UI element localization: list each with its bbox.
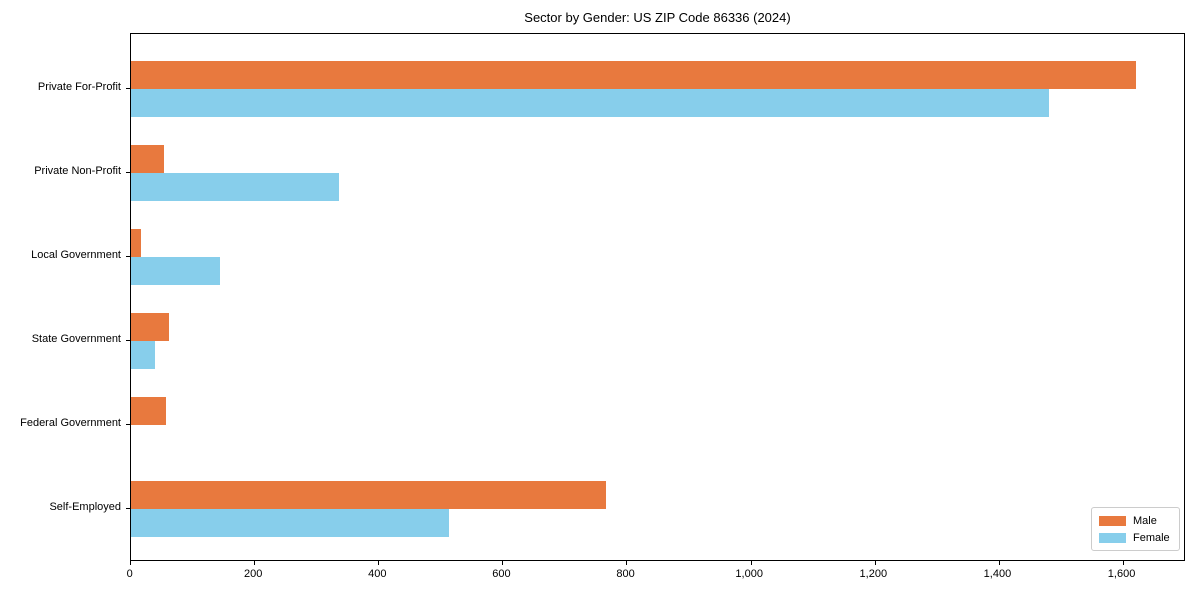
- y-tick-mark: [126, 423, 130, 425]
- x-tick-mark: [1122, 561, 1124, 565]
- y-tick-mark: [126, 339, 130, 341]
- x-tick-label-200: 200: [244, 568, 263, 580]
- x-tick-label-1200: 1,200: [859, 568, 888, 580]
- bar-female-private-for-profit: [131, 89, 1050, 117]
- legend-label-female: Female: [1133, 531, 1170, 544]
- y-tick-label-private-non-profit: Private Non-Profit: [34, 164, 121, 177]
- x-tick-mark: [998, 561, 1000, 565]
- bar-female-state-government: [131, 340, 155, 369]
- bar-male-private-for-profit: [131, 61, 1137, 89]
- y-tick-label-local-government: Local Government: [31, 248, 121, 261]
- y-tick-label-state-government: State Government: [31, 332, 121, 345]
- x-tick-mark: [502, 561, 504, 565]
- chart-title: Sector by Gender: US ZIP Code 86336 (202…: [524, 10, 791, 25]
- legend-label-male: Male: [1133, 514, 1157, 527]
- legend-swatch-male: [1099, 515, 1126, 526]
- x-tick-mark: [130, 561, 131, 565]
- x-tick-label-0: 0: [126, 568, 133, 580]
- y-tick-label-self-employed: Self-Employed: [49, 500, 121, 513]
- x-tick-mark: [626, 561, 628, 565]
- y-tick-mark: [126, 171, 130, 173]
- y-tick-label-federal-government: Federal Government: [20, 416, 121, 429]
- x-tick-mark: [378, 561, 380, 565]
- bar-male-local-government: [131, 228, 141, 257]
- x-tick-mark: [254, 561, 256, 565]
- bar-male-private-non-profit: [131, 144, 164, 173]
- legend: Male Female: [1091, 507, 1180, 551]
- y-tick-label-private-for-profit: Private For-Profit: [37, 81, 121, 93]
- x-tick-mark: [874, 561, 876, 565]
- legend-item-male: Male: [1099, 515, 1172, 527]
- legend-swatch-female: [1099, 532, 1126, 543]
- x-tick-label-800: 800: [616, 568, 635, 580]
- x-tick-label-1600: 1,600: [1107, 568, 1136, 580]
- bar-male-federal-government: [131, 396, 167, 425]
- x-tick-label-1000: 1,000: [735, 568, 763, 580]
- bar-female-self-employed: [131, 508, 449, 537]
- x-tick-label-400: 400: [368, 568, 387, 580]
- bar-male-self-employed: [131, 480, 606, 509]
- y-tick-mark: [126, 88, 130, 89]
- y-tick-mark: [126, 507, 130, 509]
- x-tick-mark: [750, 561, 752, 565]
- y-tick-mark: [126, 255, 130, 257]
- x-tick-label-600: 600: [492, 568, 511, 580]
- legend-item-female: Female: [1099, 532, 1172, 544]
- bar-female-private-non-profit: [131, 172, 339, 201]
- x-tick-label-1400: 1,400: [983, 568, 1012, 580]
- plot-area: [130, 33, 1185, 561]
- bar-female-local-government: [131, 256, 220, 285]
- bar-male-state-government: [131, 312, 170, 341]
